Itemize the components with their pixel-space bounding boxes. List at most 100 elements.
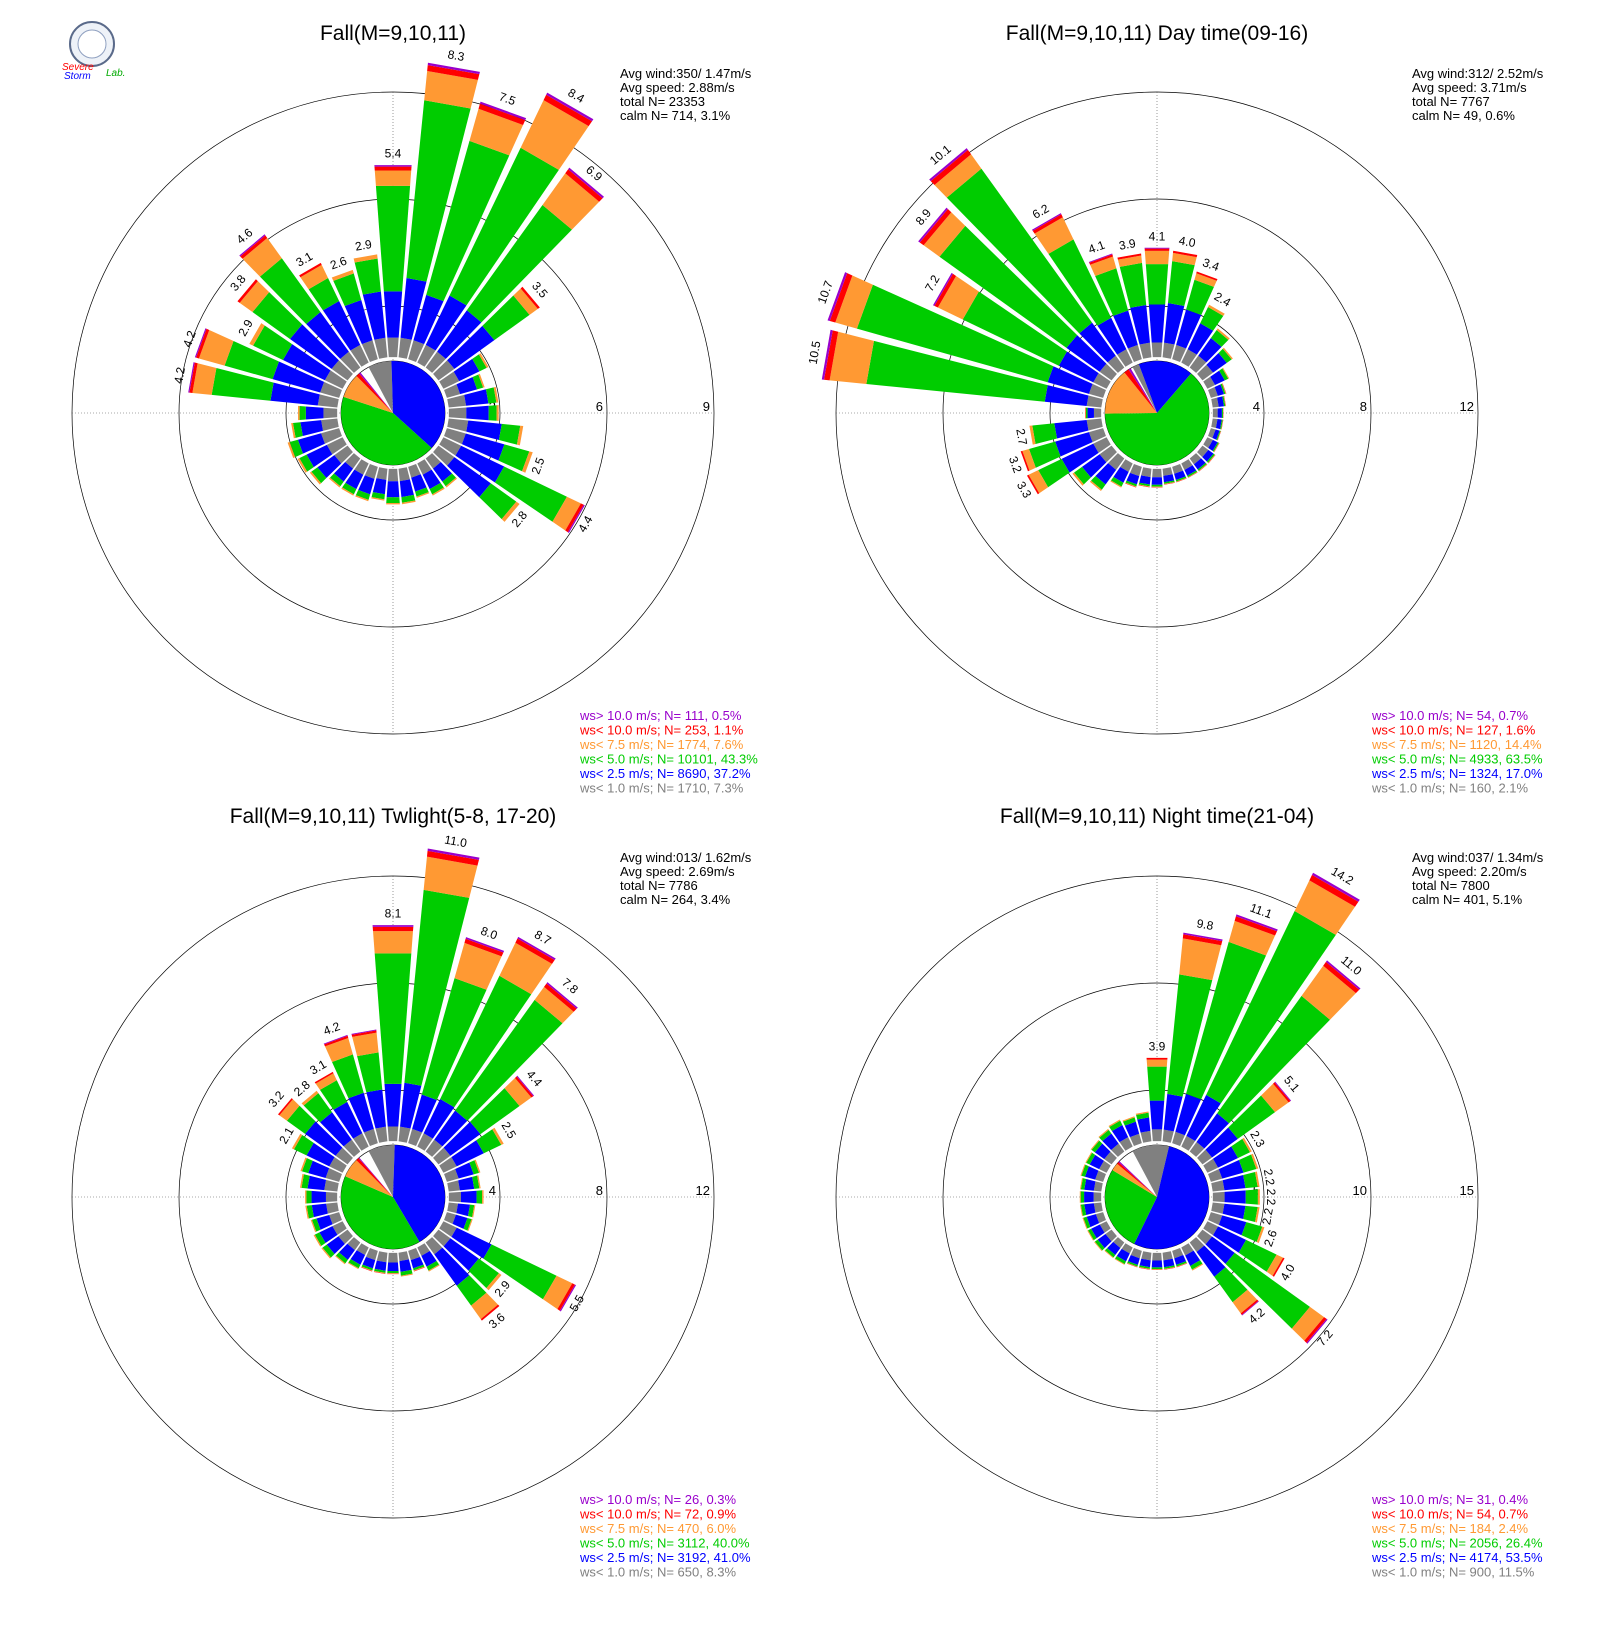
bar-segment [374, 337, 388, 359]
bar-segment [301, 1174, 310, 1189]
ring-label: 6 [596, 399, 603, 414]
stat-line: Avg wind:350/ 1.47m/s [620, 66, 752, 81]
bar-segment [417, 1133, 433, 1151]
legend-entry: ws< 5.0 m/s; N= 2056, 26.4% [1371, 1536, 1543, 1551]
bar-label: 7.8 [559, 975, 581, 997]
bar-segment [501, 501, 520, 522]
bar-segment [1047, 366, 1093, 394]
bar-segment [1241, 1222, 1263, 1243]
pie-slice [1105, 372, 1157, 414]
bar-segment [918, 207, 948, 243]
bar-label: 4.1 [1086, 238, 1107, 257]
bar-segment [355, 490, 371, 500]
bar-segment [1138, 482, 1150, 487]
bar-segment [439, 437, 462, 456]
bar-segment [240, 235, 268, 259]
bar-segment [340, 351, 361, 373]
bar-segment [1172, 464, 1184, 474]
bar-segment [498, 444, 530, 472]
bar-segment [300, 1173, 304, 1188]
legend-entry: ws< 10.0 m/s; N= 253, 1.1% [579, 723, 744, 738]
bar-segment [291, 1133, 303, 1150]
bar-segment [314, 1232, 326, 1246]
bar-segment [272, 361, 325, 393]
bar-segment [937, 275, 979, 320]
bar-label: 3.8 [227, 272, 249, 294]
bar-segment [329, 1157, 347, 1173]
bar-segment [1148, 304, 1166, 343]
bar-segment [1087, 1230, 1094, 1241]
legend-entry: ws> 10.0 m/s; N= 54, 0.7% [1371, 708, 1529, 723]
pie-slice [1132, 1145, 1170, 1197]
bar-segment [242, 238, 282, 277]
bar-segment [293, 1135, 314, 1156]
bar-label: 10.5 [806, 340, 824, 366]
bar-segment [1257, 1189, 1260, 1205]
bar-segment [1104, 1250, 1114, 1259]
pie-slice [1138, 361, 1191, 413]
bar-segment [1138, 484, 1150, 487]
bar-segment [546, 92, 594, 122]
bar-segment [1225, 1252, 1310, 1329]
bar-segment [483, 1244, 557, 1300]
bar-label: 3.2 [1006, 454, 1025, 475]
bar-segment [1325, 960, 1361, 990]
bar-segment [321, 428, 342, 444]
bar-segment [1136, 1112, 1150, 1120]
bar-segment [1099, 1129, 1112, 1141]
bar-segment [470, 1088, 520, 1135]
bar-segment [425, 453, 441, 469]
bar-segment [341, 487, 354, 496]
bar-segment [472, 354, 487, 372]
bar-segment [1135, 1111, 1149, 1115]
bar-segment [517, 936, 556, 961]
bar-segment [1203, 1158, 1219, 1173]
bar-segment [440, 975, 532, 1108]
legend-entry: ws< 1.0 m/s; N= 900, 11.5% [1371, 1565, 1535, 1580]
bar-segment [1218, 348, 1232, 363]
bar-segment [1222, 383, 1227, 394]
bar-label: 10.7 [815, 279, 836, 306]
bar-segment [1193, 458, 1206, 470]
bar-segment [442, 473, 457, 487]
bar-segment [239, 281, 270, 313]
bar-segment [1102, 1133, 1119, 1150]
bar-segment [1119, 1137, 1133, 1151]
bar-segment [1291, 1306, 1325, 1341]
bar-segment [1146, 1059, 1168, 1067]
bar-segment [1164, 1265, 1175, 1269]
bar-segment [292, 422, 303, 438]
bar-segment [520, 100, 589, 170]
bar-segment [331, 360, 353, 381]
legend-entry: ws< 2.5 m/s; N= 3192, 41.0% [579, 1550, 751, 1565]
pie-slice [345, 1160, 393, 1197]
ring-label: 8 [596, 1183, 603, 1198]
bar-segment [451, 1140, 484, 1167]
bar-segment [932, 272, 953, 306]
bar-segment [1088, 428, 1106, 443]
bar-segment [1108, 453, 1125, 470]
pie-slice [356, 1158, 393, 1197]
bar-segment [366, 1089, 386, 1129]
bar-label: 2.6 [328, 254, 349, 273]
bar-segment [1163, 1258, 1175, 1268]
bar-segment [306, 1205, 314, 1219]
bar-segment [311, 1218, 321, 1232]
bar-segment [443, 1121, 481, 1156]
bar-segment [1185, 941, 1267, 1100]
bar-segment [361, 1267, 373, 1272]
pie-slice [368, 361, 393, 413]
bar-segment [1079, 1191, 1081, 1203]
bar-segment [1085, 407, 1088, 419]
bar-segment [1187, 470, 1198, 478]
bar-segment [478, 373, 485, 388]
bar-label: 2.2 [1259, 1207, 1276, 1226]
bar-segment [1086, 1214, 1100, 1228]
bar-segment [448, 1191, 461, 1203]
bar-segment [1147, 1066, 1167, 1101]
bar-segment [1203, 1221, 1219, 1236]
bar-segment [1139, 1267, 1150, 1270]
bar-segment [1164, 1267, 1176, 1270]
bar-label: 7.5 [497, 89, 518, 108]
bar-segment [347, 1237, 361, 1251]
